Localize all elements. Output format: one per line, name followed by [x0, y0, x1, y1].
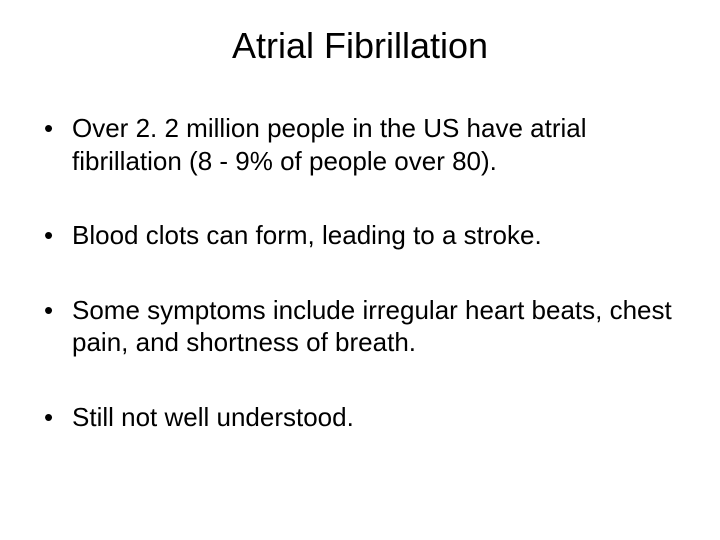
slide-title: Atrial Fibrillation — [40, 25, 680, 67]
bullet-item: Still not well understood. — [40, 401, 680, 434]
bullet-item: Blood clots can form, leading to a strok… — [40, 219, 680, 252]
slide-container: Atrial Fibrillation Over 2. 2 million pe… — [0, 0, 720, 540]
bullet-item: Over 2. 2 million people in the US have … — [40, 112, 680, 177]
bullet-item: Some symptoms include irregular heart be… — [40, 294, 680, 359]
bullet-list: Over 2. 2 million people in the US have … — [40, 112, 680, 433]
